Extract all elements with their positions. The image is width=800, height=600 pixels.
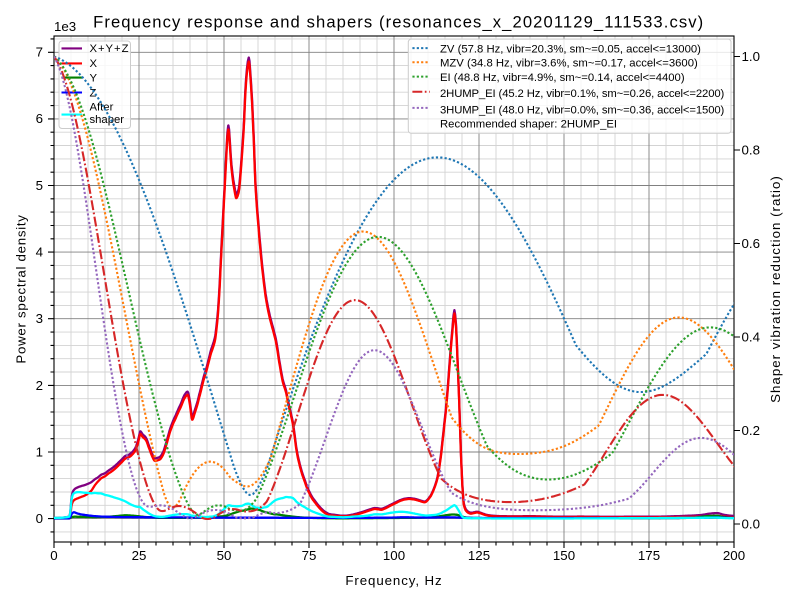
svg-text:2: 2 (36, 378, 43, 393)
svg-text:0.0: 0.0 (742, 516, 761, 531)
svg-text:MZV (34.8 Hz, vibr=3.6%, sm~=0: MZV (34.8 Hz, vibr=3.6%, sm~=0.17, accel… (440, 58, 698, 70)
svg-text:6: 6 (36, 111, 43, 126)
svg-text:125: 125 (468, 548, 490, 563)
svg-text:1e3: 1e3 (54, 19, 76, 34)
svg-text:1.0: 1.0 (742, 49, 761, 64)
svg-text:EI (48.8 Hz, vibr=4.9%, sm~=0.: EI (48.8 Hz, vibr=4.9%, sm~=0.14, accel<… (440, 72, 685, 84)
svg-text:0: 0 (50, 548, 57, 563)
svg-text:3HUMP_EI (48.0 Hz, vibr=0.0%,: 3HUMP_EI (48.0 Hz, vibr=0.0%, sm~=0.36, … (440, 105, 725, 117)
svg-text:50: 50 (217, 548, 232, 563)
svg-text:Power spectral density: Power spectral density (14, 214, 29, 363)
svg-text:4: 4 (36, 245, 43, 260)
svg-text:ZV (57.8 Hz, vibr=20.3%, sm~=0: ZV (57.8 Hz, vibr=20.3%, sm~=0.05, accel… (440, 44, 701, 56)
svg-text:0.6: 0.6 (742, 236, 761, 251)
svg-text:0: 0 (36, 511, 43, 526)
svg-text:Frequency response and shapers: Frequency response and shapers (resonanc… (93, 13, 704, 32)
svg-text:shaper: shaper (90, 114, 125, 126)
svg-text:1: 1 (36, 444, 43, 459)
svg-text:7: 7 (36, 45, 43, 60)
svg-text:X: X (90, 58, 98, 70)
svg-text:Y: Y (90, 72, 98, 84)
svg-text:200: 200 (723, 548, 745, 563)
svg-text:175: 175 (638, 548, 660, 563)
svg-text:X+Y+Z: X+Y+Z (90, 43, 130, 55)
svg-text:100: 100 (383, 548, 405, 563)
svg-text:0.2: 0.2 (742, 423, 761, 438)
svg-text:3: 3 (36, 311, 43, 326)
svg-text:0.4: 0.4 (742, 329, 761, 344)
svg-text:Recommended shaper: 2HUMP_EI: Recommended shaper: 2HUMP_EI (440, 119, 617, 131)
svg-text:Frequency, Hz: Frequency, Hz (345, 573, 442, 588)
svg-text:0.8: 0.8 (742, 142, 761, 157)
svg-text:25: 25 (132, 548, 147, 563)
svg-text:5: 5 (36, 178, 43, 193)
svg-text:2HUMP_EI (45.2 Hz, vibr=0.1%,: 2HUMP_EI (45.2 Hz, vibr=0.1%, sm~=0.26, … (440, 88, 725, 100)
svg-text:150: 150 (553, 548, 575, 563)
svg-text:After: After (90, 102, 114, 114)
svg-text:Shaper vibration reduction (ra: Shaper vibration reduction (ratio) (768, 175, 783, 403)
svg-text:75: 75 (302, 548, 317, 563)
svg-text:Z: Z (90, 87, 97, 99)
